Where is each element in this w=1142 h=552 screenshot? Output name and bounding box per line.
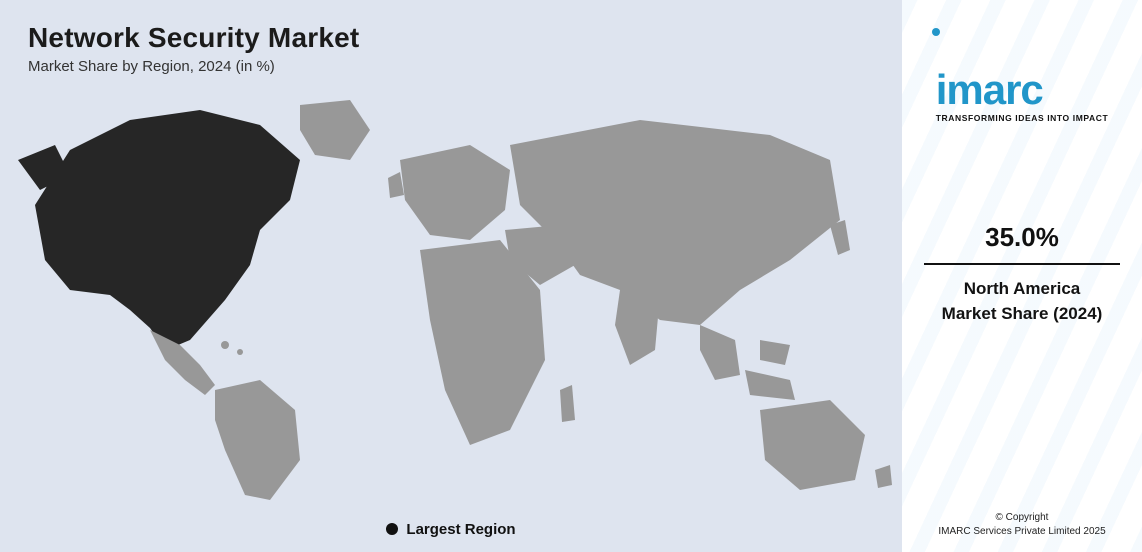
region-australia [760,400,865,490]
region-uk [388,172,404,198]
stat-divider [924,263,1120,265]
region-se-asia [700,325,795,400]
stat-label-line1: North America [924,277,1120,302]
legend-dot-icon [386,523,398,535]
map-legend: Largest Region [0,521,902,538]
copyright-line2: IMARC Services Private Limited 2025 [902,525,1142,539]
world-map [0,90,902,500]
region-japan [830,220,850,255]
page-title: Network Security Market [28,22,874,54]
region-caribbean [237,349,243,355]
region-new-zealand [875,465,892,488]
region-greenland [300,100,370,160]
copyright-line1: © Copyright [902,511,1142,525]
region-north-america [18,110,300,350]
region-india [615,290,660,365]
region-europe [400,145,510,240]
page-subtitle: Market Share by Region, 2024 (in %) [28,58,874,75]
stat-label-line2: Market Share (2024) [924,302,1120,327]
logo-dot-icon [932,28,940,36]
region-caribbean [221,341,229,349]
region-madagascar [560,385,575,422]
copyright: © Copyright IMARC Services Private Limit… [902,511,1142,538]
stat-value: 35.0% [924,222,1120,253]
stat-block: 35.0% North America Market Share (2024) [902,222,1142,326]
logo-wordmark: imarc [936,69,1109,111]
region-south-america [215,380,300,500]
side-panel: imarc TRANSFORMING IDEAS INTO IMPACT 35.… [902,0,1142,552]
logo-tagline: TRANSFORMING IDEAS INTO IMPACT [936,113,1109,123]
legend-label: Largest Region [406,521,515,538]
region-asia [510,120,840,325]
main-panel: Network Security Market Market Share by … [0,0,902,552]
brand-logo: imarc TRANSFORMING IDEAS INTO IMPACT [936,28,1109,123]
